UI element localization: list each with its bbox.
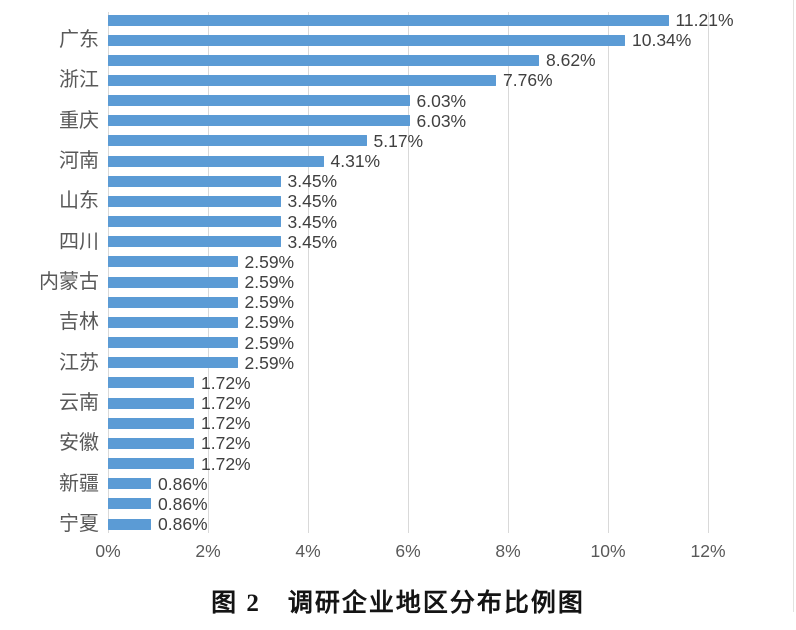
value-label: 0.86% bbox=[158, 493, 208, 514]
bar bbox=[108, 458, 194, 470]
bar-江苏 bbox=[108, 357, 238, 369]
value-label: 2.59% bbox=[244, 312, 295, 333]
category-label-云南: 云南 bbox=[59, 392, 99, 415]
bar-新疆 bbox=[108, 478, 151, 490]
category-label-内蒙古: 内蒙古 bbox=[39, 271, 99, 294]
gridline-0% bbox=[108, 12, 109, 533]
bar bbox=[108, 14, 669, 26]
x-axis-tick-label: 6% bbox=[395, 541, 421, 561]
gridline-2% bbox=[208, 12, 209, 533]
category-label-广东: 广东 bbox=[59, 29, 99, 52]
value-label: 8.62% bbox=[546, 50, 596, 71]
category-label-重庆: 重庆 bbox=[59, 109, 99, 132]
value-label: 3.45% bbox=[287, 211, 338, 232]
bar-四川 bbox=[108, 236, 281, 248]
category-label-河南: 河南 bbox=[59, 150, 99, 173]
value-label: 7.76% bbox=[503, 70, 553, 91]
bar-浙江 bbox=[108, 74, 496, 86]
value-label: 1.72% bbox=[201, 433, 251, 454]
x-axis-tick-label: 0% bbox=[95, 541, 121, 561]
value-label: 1.72% bbox=[201, 453, 251, 474]
value-label: 3.45% bbox=[287, 171, 338, 192]
bar-广东 bbox=[108, 34, 625, 46]
x-axis-tick-label: 10% bbox=[590, 541, 626, 561]
gridline-6% bbox=[408, 12, 409, 533]
bar-云南 bbox=[108, 397, 194, 409]
bar bbox=[108, 54, 539, 66]
value-label: 0.86% bbox=[158, 514, 208, 534]
value-label: 2.59% bbox=[244, 251, 295, 272]
category-label-江苏: 江苏 bbox=[59, 351, 99, 374]
bar bbox=[108, 216, 281, 228]
plot-area: 0% 2% 4% 6% 8% 10% 12% 11.21% 广东 10.34% 8.62% 浙江 7.7… bbox=[39, 10, 734, 561]
value-label: 3.45% bbox=[287, 231, 338, 252]
gridline-10% bbox=[608, 12, 609, 533]
value-label: 2.59% bbox=[244, 272, 295, 293]
bar bbox=[108, 296, 238, 308]
value-label: 5.17% bbox=[373, 130, 424, 151]
page-edge-artifact bbox=[793, 0, 794, 612]
bar-山东 bbox=[108, 195, 281, 207]
category-label-吉林: 吉林 bbox=[59, 311, 99, 334]
category-label-安徽: 安徽 bbox=[59, 432, 99, 455]
value-label: 11.21% bbox=[675, 10, 734, 30]
value-label: 1.72% bbox=[201, 413, 251, 434]
value-label: 6.03% bbox=[416, 110, 467, 131]
value-label: 3.45% bbox=[287, 191, 338, 212]
bar-安徽 bbox=[108, 437, 194, 449]
value-label: 10.34% bbox=[632, 30, 692, 51]
value-label: 4.31% bbox=[330, 151, 381, 172]
gridline-12% bbox=[708, 12, 709, 533]
bar bbox=[108, 498, 151, 510]
category-label-四川: 四川 bbox=[59, 230, 99, 253]
value-label: 1.72% bbox=[201, 393, 251, 414]
bar-重庆 bbox=[108, 115, 410, 127]
x-axis-tick-label: 4% bbox=[295, 541, 321, 561]
bar bbox=[108, 135, 367, 147]
bar bbox=[108, 417, 194, 429]
category-label-浙江: 浙江 bbox=[59, 69, 99, 92]
value-label: 1.72% bbox=[201, 372, 251, 393]
x-axis-tick-label: 2% bbox=[195, 541, 221, 561]
x-axis-tick-label: 8% bbox=[495, 541, 521, 561]
value-label: 0.86% bbox=[158, 473, 208, 494]
value-label: 2.59% bbox=[244, 352, 295, 373]
bar bbox=[108, 377, 194, 389]
bar-河南 bbox=[108, 155, 324, 167]
x-axis-tick-label: 12% bbox=[690, 541, 726, 561]
category-label-新疆: 新疆 bbox=[59, 472, 99, 495]
value-label: 6.03% bbox=[416, 90, 467, 111]
bar-吉林 bbox=[108, 316, 238, 328]
value-label: 2.59% bbox=[244, 292, 295, 313]
bar bbox=[108, 256, 238, 268]
bar-内蒙古 bbox=[108, 276, 238, 288]
figure-caption: 图 2 调研企业地区分布比例图 bbox=[211, 590, 585, 617]
category-label-山东: 山东 bbox=[59, 190, 99, 213]
gridline-4% bbox=[308, 12, 309, 533]
bar-宁夏 bbox=[108, 518, 151, 530]
value-label: 2.59% bbox=[244, 332, 295, 353]
bar bbox=[108, 175, 281, 187]
category-label-宁夏: 宁夏 bbox=[59, 513, 99, 535]
bar bbox=[108, 95, 410, 107]
bar bbox=[108, 337, 238, 349]
gridline-8% bbox=[508, 12, 509, 533]
